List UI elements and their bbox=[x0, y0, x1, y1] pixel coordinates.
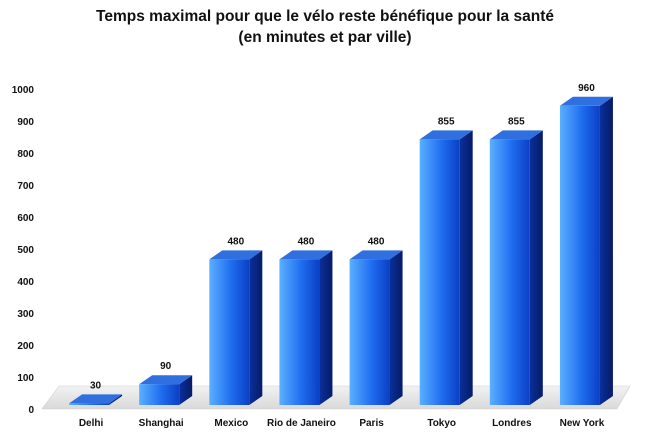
y-tick-label: 600 bbox=[17, 213, 34, 224]
bar-side bbox=[529, 130, 543, 405]
bar-top bbox=[209, 250, 263, 260]
bar-rio-de-janeiro bbox=[279, 250, 333, 405]
bar-front bbox=[349, 259, 390, 405]
x-tick-label: Londres bbox=[492, 418, 532, 429]
bar-new-york bbox=[559, 96, 613, 406]
bar-front bbox=[559, 105, 600, 406]
chart-subtitle: (en minutes et par ville) bbox=[238, 29, 412, 46]
data-label: 30 bbox=[90, 380, 102, 391]
data-label: 960 bbox=[578, 83, 595, 94]
bar-top bbox=[559, 96, 613, 106]
bar-front bbox=[279, 259, 320, 405]
y-tick-label: 500 bbox=[17, 245, 34, 256]
labels: 30 Delhi 90 Shanghai 480 Mexico 480 Rio de Jane… bbox=[79, 83, 605, 429]
bar-front bbox=[69, 403, 110, 405]
bar-delhi bbox=[69, 394, 123, 405]
bar-top bbox=[69, 394, 123, 404]
bar-side bbox=[109, 394, 123, 405]
x-tick-label: Delhi bbox=[79, 418, 104, 429]
y-tick-label: 1000 bbox=[12, 85, 35, 96]
data-label: 480 bbox=[227, 236, 244, 247]
y-tick-label: 400 bbox=[17, 277, 34, 288]
bar-front bbox=[139, 384, 180, 405]
y-tick-label: 0 bbox=[28, 405, 34, 416]
bar-side bbox=[179, 375, 193, 405]
chart-title: Temps maximal pour que le vélo reste bén… bbox=[96, 8, 554, 25]
x-tick-label: Mexico bbox=[214, 418, 248, 429]
bar-shanghai bbox=[139, 375, 193, 405]
data-label: 90 bbox=[160, 361, 172, 372]
x-tick-label: Shanghai bbox=[139, 418, 184, 429]
bar-front bbox=[489, 139, 530, 405]
bar-top bbox=[349, 250, 403, 260]
bar-front bbox=[209, 259, 250, 405]
chart-title-block: Temps maximal pour que le vélo reste bén… bbox=[0, 6, 650, 48]
y-tick-label: 900 bbox=[17, 117, 34, 128]
y-tick-label: 100 bbox=[17, 373, 34, 384]
bar-side bbox=[319, 250, 333, 405]
data-label: 480 bbox=[298, 236, 315, 247]
bar-top bbox=[419, 130, 473, 140]
x-tick-label: New York bbox=[560, 418, 605, 429]
bar-side bbox=[249, 250, 263, 405]
x-tick-label: Tokyo bbox=[427, 418, 456, 429]
data-label: 480 bbox=[368, 236, 385, 247]
data-label: 855 bbox=[438, 116, 455, 127]
bar-mexico bbox=[209, 250, 263, 405]
bar-side bbox=[389, 250, 403, 405]
bar-tokyo bbox=[419, 130, 473, 405]
y-tick-label: 300 bbox=[17, 309, 34, 320]
bar-side bbox=[599, 96, 613, 406]
data-label: 855 bbox=[508, 116, 525, 127]
bar-front bbox=[419, 139, 460, 405]
x-tick-label: Paris bbox=[359, 418, 384, 429]
bar-side bbox=[459, 130, 473, 405]
bar-top bbox=[279, 250, 333, 260]
bar-top bbox=[139, 375, 193, 385]
x-tick-label: Rio de Janeiro bbox=[267, 418, 336, 429]
bars bbox=[69, 96, 613, 406]
y-axis: 0 100 200 300 400 500 600 700 800 900 1000 bbox=[12, 85, 35, 416]
bar-paris bbox=[349, 250, 403, 405]
bar-londres bbox=[489, 130, 543, 405]
y-tick-label: 200 bbox=[17, 341, 34, 352]
y-tick-label: 800 bbox=[17, 149, 34, 160]
y-tick-label: 700 bbox=[17, 181, 34, 192]
bar-top bbox=[489, 130, 543, 140]
